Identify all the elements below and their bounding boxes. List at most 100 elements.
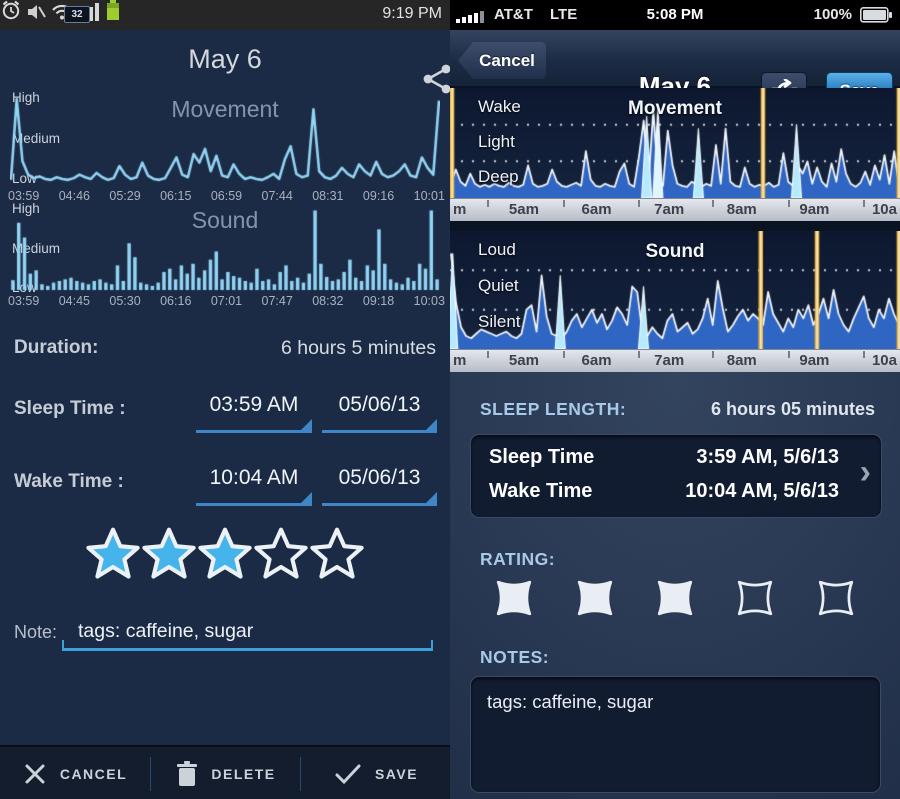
sound-bar-chart [10,204,440,292]
movement-y-axis: Wake Light Deep [478,97,521,187]
delete-button[interactable]: DELETE [151,747,301,799]
x-tick-label: 5am [508,352,539,369]
movement-line-chart [10,93,440,187]
note-input-underline [62,640,433,651]
x-tick-label: 07:01 [210,294,243,308]
pillow-icon[interactable] [816,577,856,619]
sleep-time-spinner[interactable]: 03:59 AM [196,385,312,433]
sound-y-axis: Loud Quiet Silent [478,240,521,332]
cancel-button[interactable]: Cancel [458,42,546,79]
notes-textarea[interactable]: tags: caffeine, sugar [470,676,881,793]
x-tick-label: 09:18 [362,294,395,308]
axis-tick [712,351,715,358]
network-label: LTE [550,6,578,23]
axis-tick [787,351,790,358]
star-icon[interactable] [198,527,252,580]
movement-area-chart [450,88,900,198]
note-input[interactable]: tags: caffeine, sugar [78,620,254,642]
notes-text: tags: caffeine, sugar [487,691,654,712]
divider [150,757,151,791]
y-tick-label: Light [478,132,515,151]
sleep-date-spinner[interactable]: 05/06/13 [322,385,437,433]
battery-widget-icon: 32 [64,6,90,23]
x-tick-label: m [453,201,467,218]
pillow-icon[interactable] [735,577,775,619]
x-tick-label: 04:46 [58,189,90,203]
star-rating[interactable] [0,527,450,580]
x-tick-label: 04:45 [58,294,90,308]
sound-area-chart [450,231,900,349]
signal-icon [456,11,484,23]
ios-nav-bar: Cancel May 6 Save [450,30,900,109]
x-tick-label: 9am [799,201,830,218]
x-tick-label: 03:59 [8,294,40,308]
x-tick-label: 5am [508,201,539,218]
x-tick-label: 10a [871,352,897,369]
axis-tick [862,351,865,358]
y-tick-label: Loud [478,240,516,259]
rating-label: RATING: [480,549,556,569]
y-tick-label: Silent [478,312,521,331]
cancel-button[interactable]: CANCEL [0,747,150,799]
sleep-date-value: 05/06/13 [338,393,421,416]
x-tick-label: 10:01 [413,189,445,203]
page-title: May 6 [188,44,262,74]
x-tick-label: 6am [581,201,612,218]
star-icon[interactable] [254,527,308,580]
notes-label: NOTES: [480,647,550,667]
x-tick-label: 09:16 [362,189,395,203]
pillow-icon[interactable] [494,577,534,619]
wake-time-spinner[interactable]: 10:04 AM [196,458,312,506]
x-tick-label: 8am [726,201,757,218]
star-icon[interactable] [86,527,140,580]
duration-label: Duration: [14,337,99,358]
battery-percent: 100% [813,6,852,23]
status-time: 9:19 PM [382,5,442,22]
android-app-pane: 32 9:19 PM May 6 [0,0,450,799]
x-tick-label: 10a [871,201,897,218]
pillow-rating[interactable] [474,577,876,619]
axis-tick [487,351,490,358]
x-tick-label: 10:03 [413,294,445,308]
sound-chart-title: Sound [645,241,705,262]
chart-separator [450,221,900,231]
share-button[interactable] [403,46,450,94]
axis-tick [637,351,640,358]
x-tick-label: 03:59 [8,189,40,203]
wake-time-label: Wake Time : [14,471,124,492]
x-tick-label: 07:47 [261,294,293,308]
android-status-bar: 32 9:19 PM [0,0,450,30]
note-label: Note: [14,622,58,642]
pillow-icon[interactable] [575,577,615,619]
card-wake-time-label: Wake Time [489,480,593,502]
ios-status-bar: AT&T LTE 5:08 PM 100% [450,0,900,30]
axis-tick [562,200,565,207]
duration-value: 6 hours 5 minutes [280,337,436,359]
y-tick-label: Deep [478,167,519,186]
axis-tick [787,200,790,207]
star-icon[interactable] [310,527,364,580]
x-tick-label: 06:16 [160,294,192,308]
star-icon[interactable] [142,527,196,580]
movement-x-axis: m 5am 6am 7am 8am 9am 10a [450,198,900,221]
pillow-icon[interactable] [655,577,695,619]
wake-time-value: 10:04 AM [209,466,299,489]
wake-date-value: 05/06/13 [338,466,421,489]
save-button[interactable]: SAVE [301,747,450,799]
x-tick-label: 07:44 [261,189,293,203]
x-tick-label: 6am [581,352,612,369]
battery-icon [106,0,119,20]
wake-date-spinner[interactable]: 05/06/13 [322,458,437,506]
status-time: 5:08 PM [646,6,704,23]
x-tick-label: 05:30 [109,294,141,308]
axis-tick [487,200,490,207]
chevron-right-icon: › [859,453,871,491]
sleep-wake-times-card[interactable]: Sleep Time 3:59 AM, 5/6/13 Wake Time 10:… [470,434,882,518]
y-tick-label: Quiet [478,276,519,295]
x-tick-label: 06:15 [160,189,192,203]
axis-tick [637,200,640,207]
axis-tick [862,200,865,207]
x-tick-label: 8am [726,352,757,369]
mute-icon [28,5,47,19]
